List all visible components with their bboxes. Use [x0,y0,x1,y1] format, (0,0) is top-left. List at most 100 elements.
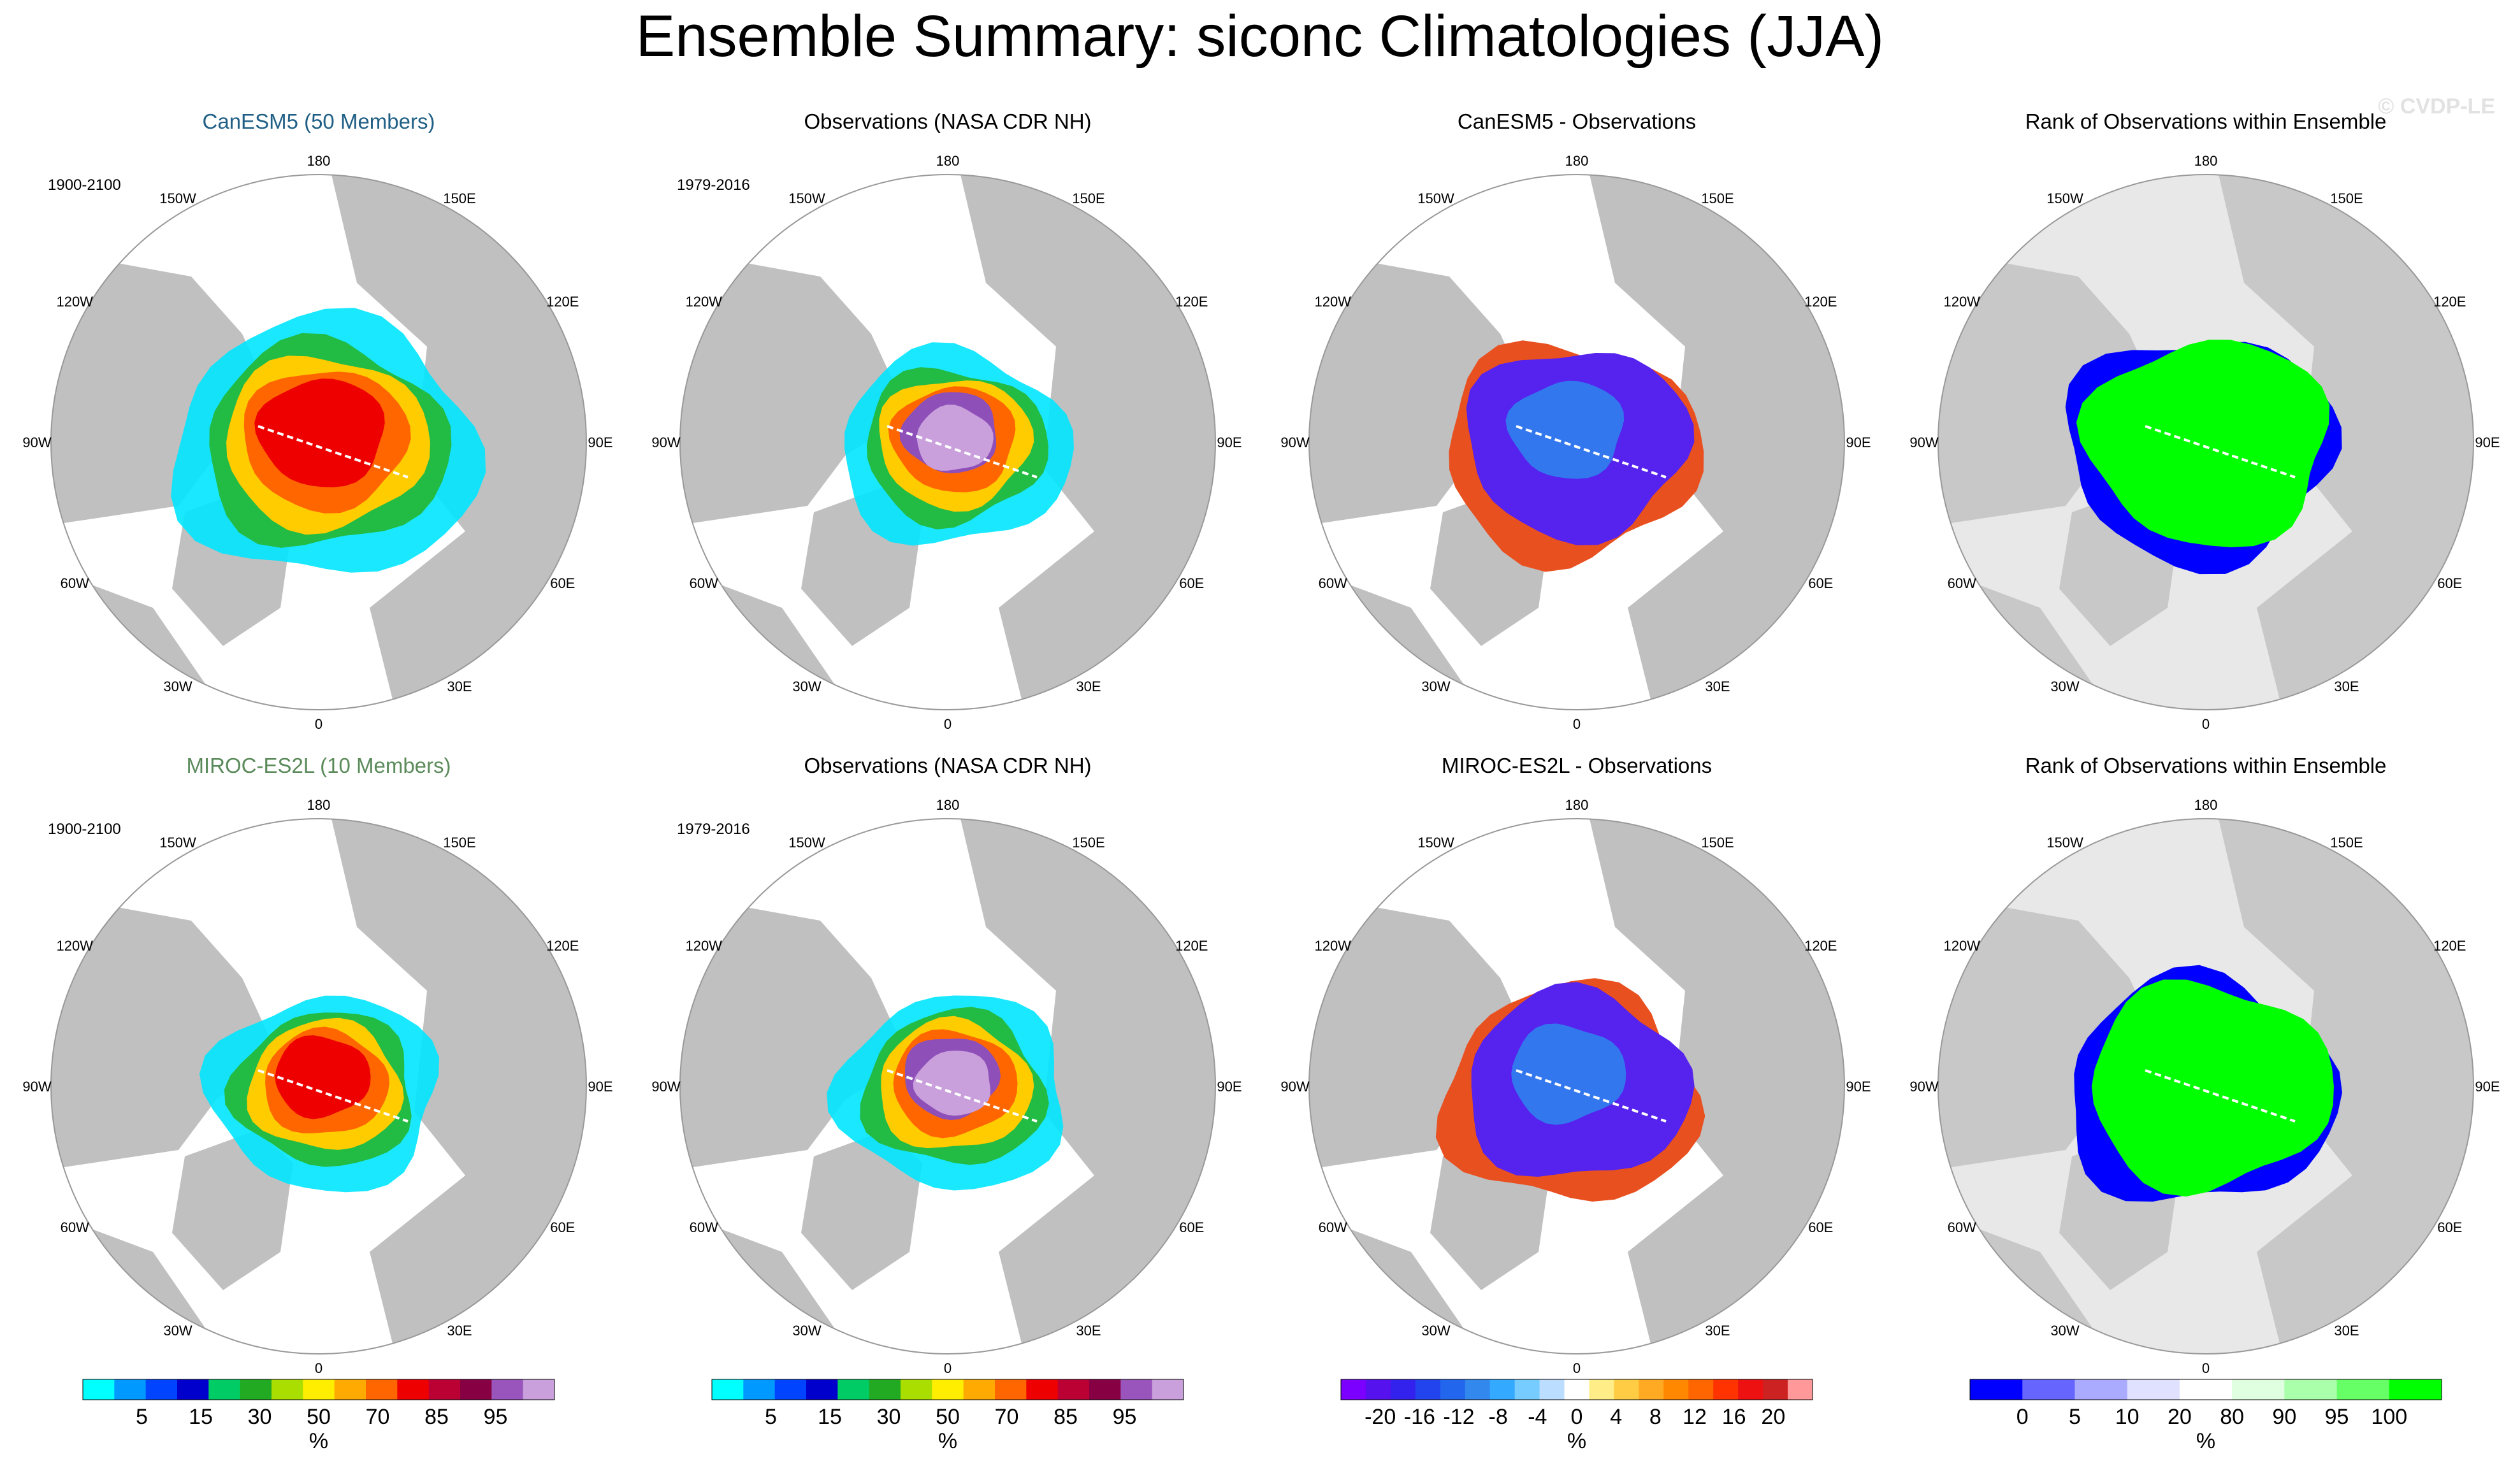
colorbar-tick-label: 95 [484,1405,508,1429]
colorbar-tick-label: 70 [366,1405,390,1429]
colorbar-tick-label: 70 [995,1405,1019,1429]
lon-label: 180 [2194,153,2218,169]
colorbar-swatch [272,1379,303,1400]
colorbar-swatch [2127,1379,2180,1400]
colorbar-swatch [1365,1379,1391,1400]
colorbar-swatch [1688,1379,1714,1400]
lon-label: 60W [690,1219,718,1235]
colorbar-swatch [869,1379,901,1400]
colorbar-swatch [83,1379,115,1400]
lon-label: 30W [163,679,192,694]
colorbar-frame [82,1379,555,1400]
lon-label: 150E [1072,835,1104,851]
lon-label: 60E [550,1219,575,1235]
lon-label: 90W [22,435,51,450]
lon-label: 90E [588,435,612,450]
lon-label: 0 [944,1360,952,1376]
lon-label: 30E [1705,1323,1730,1339]
land-north-america [1309,895,1539,1169]
colorbar-swatch [1589,1379,1614,1400]
colorbar-swatch [2284,1379,2338,1400]
lon-label: 60E [2437,1219,2462,1235]
lon-label: 150E [2330,835,2363,851]
lon-label: 150E [1701,190,1734,206]
colorbar-swatch [1763,1379,1788,1400]
colorbar-frame [711,1379,1184,1400]
colorbar-swatch [2232,1379,2285,1400]
lon-label: 60W [690,575,718,591]
panel-6: 180 150E 120E 90E 60E 30E 0 30W 60W 90W 120W 150W Ob… [651,754,1242,1376]
colorbar-unit: % [938,1429,957,1453]
colorbar-swatch [1514,1379,1540,1400]
lon-label: 90E [1846,1079,1871,1095]
dateline-marker [887,425,1038,478]
panel-2: 180 150E 120E 90E 60E 30E 0 30W 60W 90W 120W 150W Ob… [651,110,1242,732]
panel-title: CanESM5 (50 Members) [203,110,435,133]
lon-label: 180 [1565,797,1589,813]
land-eurasia [331,819,586,1354]
colorbar-swatch [1057,1379,1090,1400]
panel-4: 180 150E 120E 90E 60E 30E 0 30W 60W 90W 120W 150W Ra… [1909,110,2500,732]
colorbar-swatch [177,1379,209,1400]
map-border [50,174,587,710]
lon-label: 120E [546,294,579,310]
lon-label: 150W [1417,190,1454,206]
land-north-america [1309,251,1539,525]
lon-label: 0 [944,716,952,732]
colorbar-tick-label: 8 [1649,1405,1662,1429]
colorbar-swatch [1614,1379,1639,1400]
colorbar-tick-label: 85 [1054,1405,1078,1429]
land-eurasia [2219,819,2473,1354]
colorbar-tick-label: 50 [307,1405,331,1429]
colorbar-swatch [1639,1379,1664,1400]
map-border [679,818,1216,1355]
diff-negative-core [1511,1023,1626,1125]
rank-high [2091,979,2334,1197]
lon-label: 90E [1846,435,1871,450]
colorbar-tick-label: -16 [1404,1405,1435,1429]
colorbar-tick-label: 85 [424,1405,449,1429]
lon-label: 30E [1076,1323,1101,1339]
lon-label: 60E [2437,575,2462,591]
ice-core [254,378,385,487]
colorbar-swatch [1788,1379,1813,1400]
colorbar-swatch [1663,1379,1689,1400]
colorbar-frame [1969,1379,2442,1400]
lon-label: 0 [2202,1360,2210,1376]
lon-label: 30W [1421,679,1450,694]
colorbar-tick-label: 4 [1610,1405,1622,1429]
lon-label: 60W [1319,1219,1347,1235]
colorbar-tick-label: -12 [1443,1405,1474,1429]
land-eurasia [960,819,1215,1354]
panel-8: 180 150E 120E 90E 60E 30E 0 30W 60W 90W 120W 150W Ra… [1909,754,2500,1376]
period-label: 1979-2016 [677,821,750,838]
colorbar-tick-label: 5 [765,1405,777,1429]
lon-label: 0 [1573,716,1581,732]
lon-label: 60W [61,575,89,591]
lon-label: 90W [651,1079,680,1095]
colorbar-swatch [1489,1379,1516,1400]
panel-title: MIROC-ES2L - Observations [1442,754,1712,777]
colorbar-tick-label: 15 [818,1405,842,1429]
lon-label: 120W [1943,938,1980,954]
colorbar-tick-label: 0 [1571,1405,1583,1429]
panel-title: Observations (NASA CDR NH) [804,110,1091,133]
colorbar-3: -20 -16 -12 -8 -4 0 4 8 12 16 20% [1340,1379,1813,1453]
colorbar-swatch [806,1379,838,1400]
land-eurasia [2219,175,2473,710]
lon-label: 30W [2050,679,2079,694]
map-border [679,174,1216,710]
dateline-marker [257,425,409,478]
colorbar-swatch [1970,1379,2023,1400]
colorbar-swatch [240,1379,272,1400]
land-north-america [51,895,280,1169]
colorbar-tick-label: 90 [2272,1405,2296,1429]
lon-label: 90W [1909,1079,1938,1095]
colorbar-swatch [1341,1379,1366,1400]
lon-label: 120W [56,938,93,954]
colorbar-tick-label: -8 [1489,1405,1508,1429]
colorbar-swatch [1440,1379,1466,1400]
lon-label: 180 [1565,153,1589,169]
map-content [680,819,1215,1354]
lon-label: 90E [588,1079,612,1095]
